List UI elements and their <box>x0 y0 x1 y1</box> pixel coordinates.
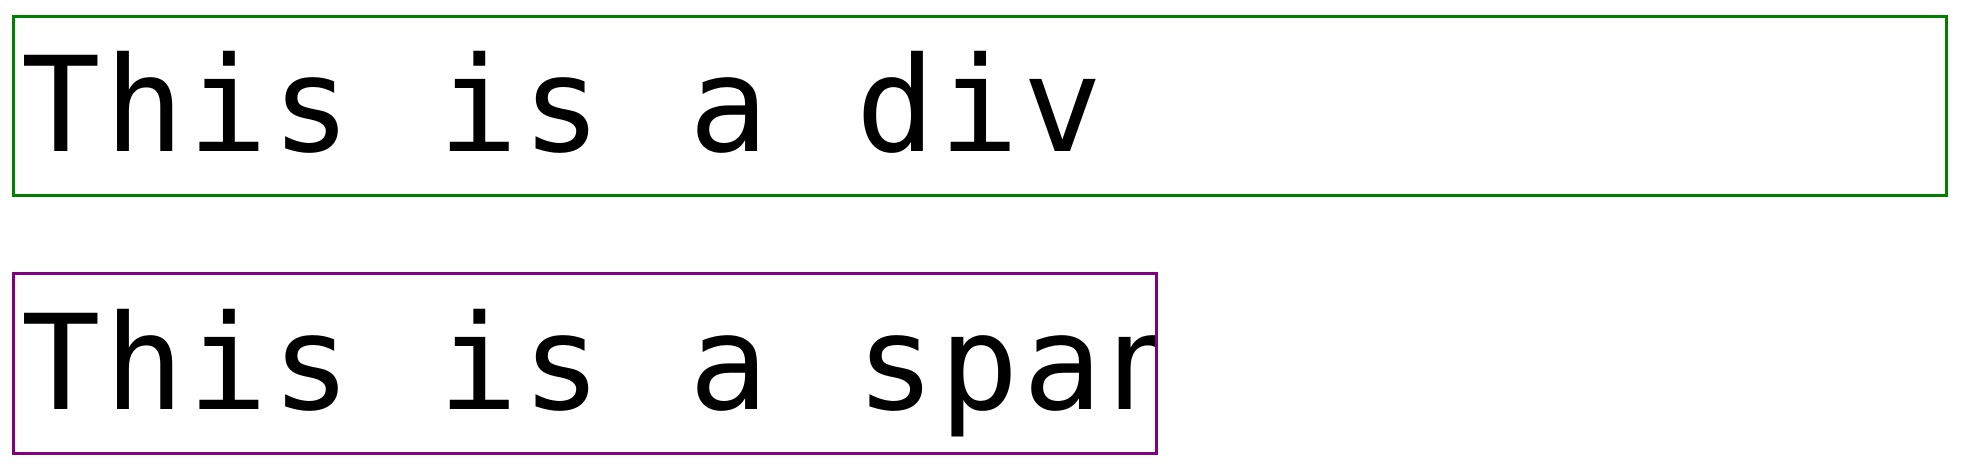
div-box: This is a div <box>12 15 1948 197</box>
span-text: This is a span <box>21 286 1158 441</box>
span-box: This is a span <box>12 272 1158 455</box>
div-text: This is a div <box>21 29 1107 183</box>
